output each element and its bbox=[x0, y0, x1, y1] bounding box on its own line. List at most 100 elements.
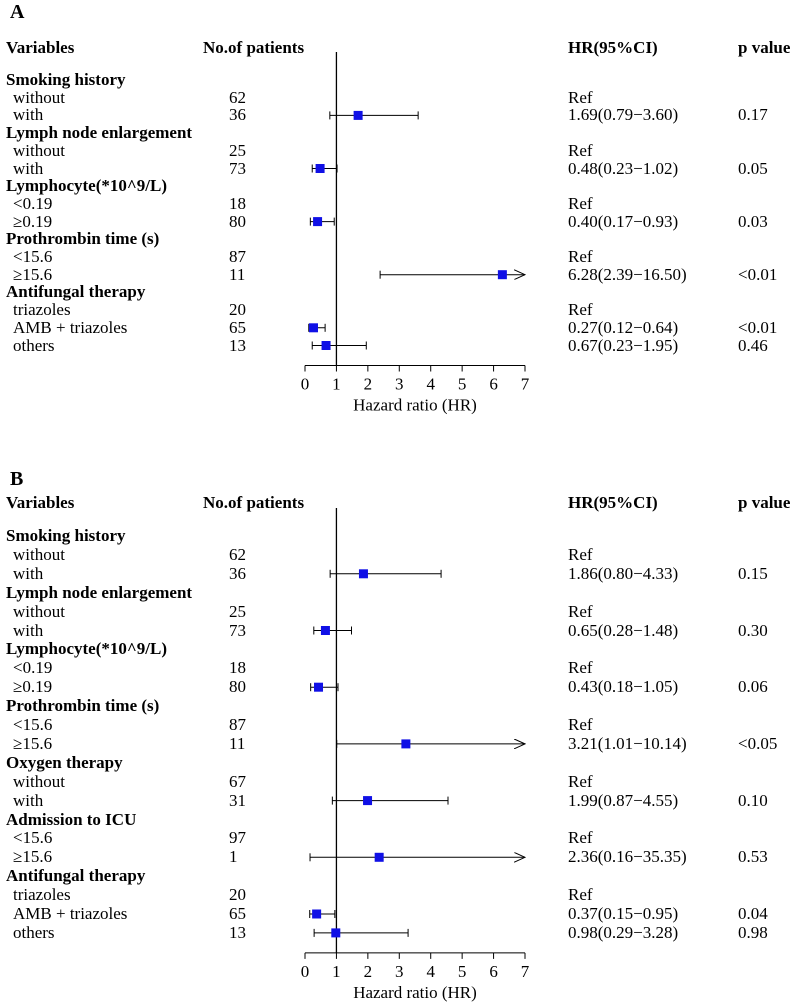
row-hr-ci: Ref bbox=[568, 300, 593, 320]
row-hr-ci: 1.86(0.80−4.33) bbox=[568, 563, 679, 583]
row-label: <0.19 bbox=[13, 193, 53, 213]
group-label: Lymphocyte(*10^9/L) bbox=[6, 639, 167, 659]
group-label: Oxygen therapy bbox=[6, 752, 123, 772]
row-patient-count: 18 bbox=[229, 658, 246, 678]
header-patients: No.of patients bbox=[203, 38, 305, 57]
hr-marker bbox=[315, 164, 325, 173]
panel-letter: A bbox=[10, 1, 25, 23]
x-tick-label: 4 bbox=[426, 962, 435, 981]
hr-marker bbox=[313, 217, 323, 227]
forest-plot-svg: 0 1 2 3 4 5 6 7 Hazard ratio (HR) bbox=[301, 52, 530, 415]
hr-marker bbox=[358, 569, 368, 579]
row-label: others bbox=[13, 335, 55, 355]
x-tick-label: 2 bbox=[364, 375, 373, 394]
forest-plot-svg: 0 1 2 3 4 5 6 7 Hazard ratio (HR) bbox=[301, 507, 530, 1002]
header-p-value: p value bbox=[738, 38, 791, 57]
row-label: <0.19 bbox=[13, 658, 53, 678]
row-hr-ci: 0.43(0.18−1.05) bbox=[568, 677, 679, 697]
row-label: without bbox=[13, 601, 65, 621]
row-p-value: 0.05 bbox=[738, 158, 768, 178]
row-hr-ci: 1.69(0.79−3.60) bbox=[568, 105, 679, 125]
row-patient-count: 62 bbox=[229, 87, 246, 107]
row-patient-count: 13 bbox=[229, 922, 246, 942]
row-patient-count: 65 bbox=[229, 904, 246, 923]
row-label: ≥15.6 bbox=[13, 264, 53, 284]
x-tick-label: 5 bbox=[458, 375, 467, 394]
row-label: <15.6 bbox=[13, 715, 53, 734]
row-hr-ci: 0.37(0.15−0.95) bbox=[568, 904, 679, 923]
row-patient-count: 11 bbox=[229, 264, 246, 284]
row-label: ≥15.6 bbox=[13, 733, 53, 753]
row-hr-ci: 6.28(2.39−16.50) bbox=[568, 264, 687, 284]
row-p-value: 0.03 bbox=[738, 211, 768, 231]
header-hr: HR(95%CI) bbox=[568, 493, 658, 512]
group-label: Lymphocyte(*10^9/L) bbox=[6, 176, 167, 196]
row-patient-count: 87 bbox=[229, 247, 246, 266]
row-hr-ci: 0.65(0.28−1.48) bbox=[568, 620, 679, 640]
x-tick-label: 3 bbox=[395, 962, 404, 981]
row-p-value: 0.98 bbox=[738, 922, 768, 942]
x-tick-label: 0 bbox=[301, 375, 310, 394]
row-patient-count: 25 bbox=[229, 601, 246, 621]
row-hr-ci: 0.98(0.29−3.28) bbox=[568, 922, 679, 942]
row-label: with bbox=[13, 790, 44, 810]
row-patient-count: 62 bbox=[229, 544, 246, 564]
group-label: Prothrombin time (s) bbox=[6, 229, 160, 249]
row-label: with bbox=[13, 620, 44, 640]
row-patient-count: 25 bbox=[229, 140, 246, 160]
row-label: with bbox=[13, 158, 44, 178]
row-patient-count: 1 bbox=[229, 847, 238, 867]
header-patients: No.of patients bbox=[203, 493, 305, 512]
hr-marker bbox=[401, 739, 411, 749]
row-patient-count: 11 bbox=[229, 733, 246, 753]
header-p-value: p value bbox=[738, 493, 791, 512]
x-tick-label: 4 bbox=[426, 375, 435, 394]
hr-marker bbox=[308, 323, 318, 333]
row-p-value: 0.46 bbox=[738, 335, 768, 355]
row-hr-ci: Ref bbox=[568, 658, 593, 678]
row-p-value: <0.05 bbox=[738, 733, 778, 753]
header-variables: Variables bbox=[6, 38, 75, 57]
row-label: ≥0.19 bbox=[13, 677, 53, 697]
row-p-value: 0.30 bbox=[738, 620, 768, 640]
row-patient-count: 73 bbox=[229, 158, 246, 178]
row-label: without bbox=[13, 140, 65, 160]
row-hr-ci: Ref bbox=[568, 87, 593, 107]
row-hr-ci: 3.21(1.01−10.14) bbox=[568, 733, 687, 753]
hr-marker bbox=[320, 625, 330, 635]
row-hr-ci: 0.67(0.23−1.95) bbox=[568, 335, 679, 355]
row-patient-count: 13 bbox=[229, 335, 246, 355]
header-hr: HR(95%CI) bbox=[568, 38, 658, 57]
row-patient-count: 18 bbox=[229, 193, 246, 213]
x-tick-label: 6 bbox=[489, 962, 498, 981]
row-label: without bbox=[13, 771, 65, 791]
row-label: ≥0.19 bbox=[13, 211, 53, 231]
row-p-value: 0.53 bbox=[738, 847, 768, 867]
row-p-value: 0.15 bbox=[738, 563, 768, 583]
hr-marker bbox=[321, 341, 331, 350]
row-p-value: <0.01 bbox=[738, 317, 778, 337]
row-label: without bbox=[13, 87, 65, 107]
row-patient-count: 73 bbox=[229, 620, 246, 640]
row-hr-ci: Ref bbox=[568, 247, 593, 266]
hr-marker bbox=[312, 909, 322, 919]
row-label: others bbox=[13, 922, 55, 942]
hr-marker bbox=[353, 110, 363, 120]
row-label: <15.6 bbox=[13, 247, 53, 266]
row-hr-ci: 1.99(0.87−4.55) bbox=[568, 790, 679, 810]
x-tick-label: 1 bbox=[332, 375, 341, 394]
x-tick-label: 2 bbox=[364, 962, 373, 981]
forest-plot-a: A Variables No.of patients HR(95%CI) p value… bbox=[0, 0, 796, 416]
forest-plot-b: B Variables No.of patients HR(95%CI) p value… bbox=[0, 455, 796, 1003]
row-label: triazoles bbox=[13, 885, 71, 905]
row-label: triazoles bbox=[13, 300, 71, 320]
row-patient-count: 36 bbox=[229, 563, 246, 583]
row-patient-count: 97 bbox=[229, 828, 246, 848]
x-tick-label: 5 bbox=[458, 962, 467, 981]
row-patient-count: 20 bbox=[229, 300, 246, 320]
x-tick-label: 7 bbox=[521, 962, 530, 981]
row-hr-ci: Ref bbox=[568, 715, 593, 734]
row-p-value: <0.01 bbox=[738, 264, 778, 284]
x-axis-label: Hazard ratio (HR) bbox=[353, 396, 477, 415]
x-tick-label: 6 bbox=[489, 375, 498, 394]
